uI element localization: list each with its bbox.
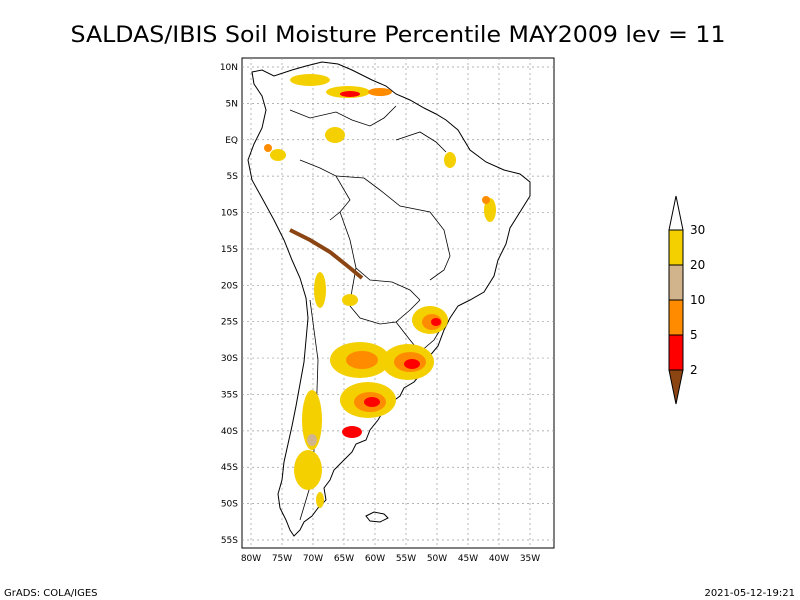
lat-tick-label: 20S [221, 281, 238, 291]
lon-tick-label: 80W [241, 554, 261, 564]
footer-timestamp: 2021-05-12-19:21 [704, 588, 795, 599]
lon-tick-label: 60W [365, 554, 385, 564]
lat-tick-label: 5S [227, 172, 239, 182]
legend-colorbar: 30 20 10 5 2 [668, 195, 705, 405]
legend-below-2-cap [668, 369, 684, 405]
lat-tick-label: 35S [221, 390, 238, 400]
legend-band-10-20 [668, 264, 684, 301]
legend-above-30-cap [668, 195, 684, 231]
lon-tick-label: 50W [427, 554, 447, 564]
lat-tick-label: 10N [220, 63, 238, 73]
data-patches [264, 74, 496, 508]
lat-tick-label: 45S [221, 463, 238, 473]
lat-tick-label: 30S [221, 354, 238, 364]
lat-tick-label: 55S [221, 536, 238, 546]
continent-outline [247, 61, 531, 537]
lon-tick-label: 40W [489, 554, 509, 564]
lat-tick-label: 10S [221, 209, 238, 219]
longitude-labels: 80W 75W 70W 65W 60W 55W 50W 45W 40W 35W [241, 554, 540, 564]
lat-tick-label: 5N [226, 99, 238, 109]
lon-tick-label: 65W [334, 554, 354, 564]
legend-band-20-30 [668, 229, 684, 266]
legend-label-10: 10 [690, 293, 705, 307]
legend-label-30: 30 [690, 223, 705, 237]
lat-tick-label: 25S [221, 318, 238, 328]
footer-credit: GrADS: COLA/IGES [4, 588, 98, 599]
legend-label-5: 5 [690, 328, 698, 342]
lon-tick-label: 55W [396, 554, 416, 564]
lon-tick-label: 75W [272, 554, 292, 564]
map-title: SALDAS/IBIS Soil Moisture Percentile MAY… [71, 23, 726, 48]
lat-tick-label: 15S [221, 245, 238, 255]
lon-tick-label: 35W [520, 554, 540, 564]
legend-band-2-5 [668, 334, 684, 371]
map-panel: 10N5NEQ5S10S15S20S25S30S35S40S45S50S55S … [220, 57, 555, 564]
lat-tick-label: 40S [221, 427, 238, 437]
legend-label-2: 2 [690, 363, 698, 377]
lat-tick-label: EQ [225, 136, 238, 146]
legend-band-5-10 [668, 299, 684, 336]
lon-tick-label: 70W [303, 554, 323, 564]
latitude-labels: 10N 5N EQ 5S 10S 15S 20S 25S 30S 35S 40S 45S 50S 55S [220, 63, 238, 546]
legend-label-20: 20 [690, 258, 705, 272]
lon-tick-label: 45W [458, 554, 478, 564]
lat-tick-label: 50S [221, 500, 238, 510]
